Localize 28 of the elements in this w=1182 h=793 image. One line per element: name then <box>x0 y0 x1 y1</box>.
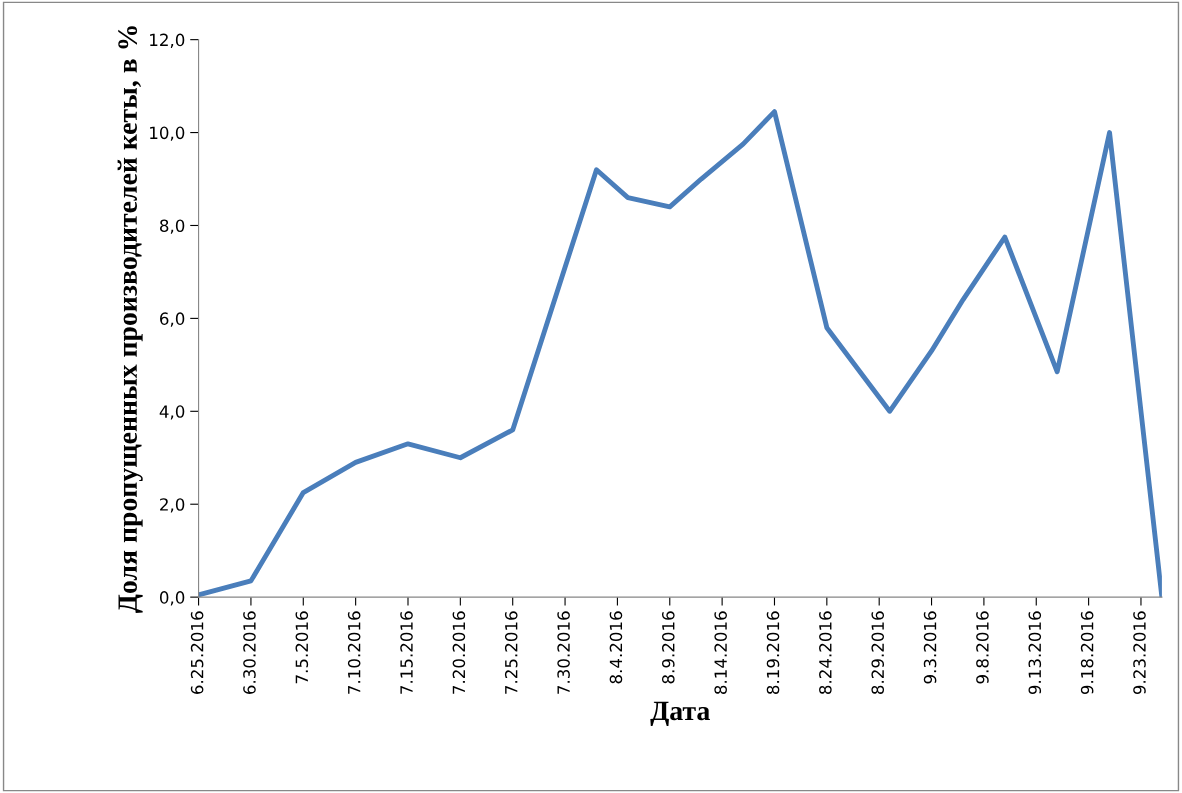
x-tick-label: 9.8.2016 <box>976 611 989 684</box>
y-tick-label: 12,0 <box>150 33 185 48</box>
x-axis-title: Дата <box>650 701 710 726</box>
x-tick-label: 9.13.2016 <box>1028 611 1042 695</box>
x-tick-label: 8.19.2016 <box>766 611 780 695</box>
x-tick-label: 6.30.2016 <box>243 611 256 694</box>
y-tick-label: 0,0 <box>159 591 185 606</box>
x-tick-label: 7.10.2016 <box>347 611 361 694</box>
x-tick-label: 8.24.2016 <box>819 611 832 695</box>
x-tick-label: 9.18.2016 <box>1080 611 1094 695</box>
x-tick-label: 7.5.2016 <box>295 611 309 684</box>
y-axis-title: Доля пропущенных производителей кеты, в % <box>117 26 143 614</box>
x-tick-label: 8.4.2016 <box>609 611 623 684</box>
x-tick-label: 7.30.2016 <box>557 611 570 694</box>
y-tick-label: 4,0 <box>159 405 185 420</box>
x-tick-label: 8.14.2016 <box>714 611 727 695</box>
y-tick-label: 10,0 <box>150 126 185 141</box>
y-tick-label: 6,0 <box>160 312 185 327</box>
x-tick-label: 8.29.2016 <box>871 611 885 695</box>
x-tick-label: 7.15.2016 <box>400 611 413 694</box>
x-tick-label: 8.9.2016 <box>662 611 675 684</box>
x-tick-label: 9.23.2016 <box>1133 611 1146 695</box>
x-tick-label: 7.25.2016 <box>504 611 518 694</box>
y-tick-label: 2,0 <box>160 498 185 513</box>
x-tick-label: 6.25.2016 <box>190 611 204 694</box>
x-tick-label: 9.3.2016 <box>923 611 937 684</box>
y-tick-label: 8,0 <box>160 219 185 234</box>
x-tick-label: 7.20.2016 <box>452 611 466 694</box>
